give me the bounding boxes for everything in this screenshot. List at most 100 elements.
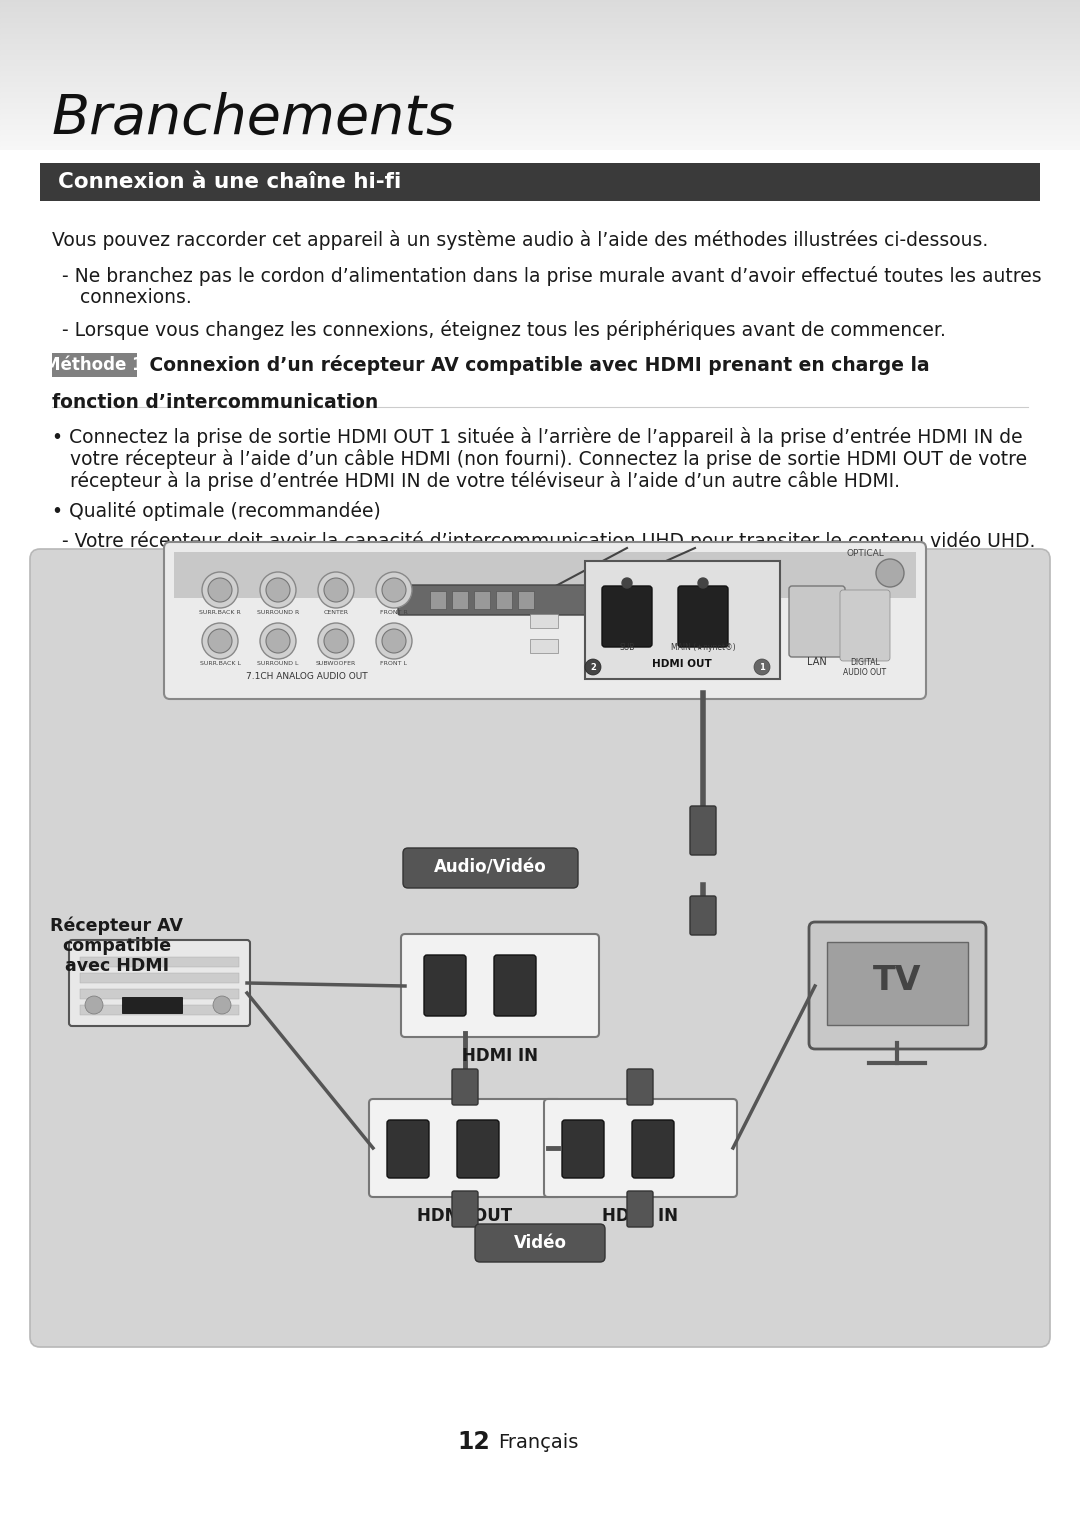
Text: Méthode 1: Méthode 1 <box>44 355 144 374</box>
Text: avec HDMI: avec HDMI <box>65 958 170 974</box>
FancyBboxPatch shape <box>627 1190 653 1227</box>
FancyBboxPatch shape <box>69 941 249 1026</box>
Text: - Votre récepteur doit avoir la capacité d’intercommunication UHD pour transiter: - Votre récepteur doit avoir la capacité… <box>62 532 1036 552</box>
FancyBboxPatch shape <box>690 896 716 935</box>
Circle shape <box>260 571 296 608</box>
Bar <box>430 591 446 610</box>
Circle shape <box>622 578 632 588</box>
Bar <box>530 639 558 653</box>
Bar <box>52 352 137 377</box>
Text: FRONT R: FRONT R <box>380 610 408 614</box>
Circle shape <box>382 630 406 653</box>
Text: Connexion à une chaîne hi-fi: Connexion à une chaîne hi-fi <box>58 172 402 192</box>
Circle shape <box>213 996 231 1014</box>
Text: 2: 2 <box>590 662 596 671</box>
Text: Connexion d’un récepteur AV compatible avec HDMI prenant en charge la: Connexion d’un récepteur AV compatible a… <box>143 355 930 375</box>
Text: connexions.: connexions. <box>80 288 192 306</box>
FancyBboxPatch shape <box>164 542 926 699</box>
Bar <box>80 958 239 967</box>
Text: récepteur à la prise d’entrée HDMI IN de votre téléviseur à l’aide d’un autre câ: récepteur à la prise d’entrée HDMI IN de… <box>70 470 900 490</box>
FancyBboxPatch shape <box>840 590 890 660</box>
Text: TV: TV <box>873 964 921 996</box>
Circle shape <box>318 571 354 608</box>
Text: 1: 1 <box>759 662 765 671</box>
Circle shape <box>266 630 291 653</box>
FancyBboxPatch shape <box>632 1120 674 1178</box>
FancyBboxPatch shape <box>690 806 716 855</box>
FancyBboxPatch shape <box>809 922 986 1049</box>
Circle shape <box>324 630 348 653</box>
Bar <box>530 614 558 628</box>
Circle shape <box>85 996 103 1014</box>
FancyBboxPatch shape <box>453 1069 478 1105</box>
Circle shape <box>754 659 770 676</box>
Text: FRONT L: FRONT L <box>380 660 407 666</box>
Text: • Connectez la prise de sortie HDMI OUT 1 située à l’arrière de l’appareil à la : • Connectez la prise de sortie HDMI OUT … <box>52 427 1023 447</box>
Text: DIGITAL
AUDIO OUT: DIGITAL AUDIO OUT <box>843 657 887 677</box>
FancyBboxPatch shape <box>453 1190 478 1227</box>
Bar <box>174 552 916 597</box>
FancyBboxPatch shape <box>627 1069 653 1105</box>
Text: SUB: SUB <box>619 643 635 653</box>
Text: • Qualité optimale (recommandée): • Qualité optimale (recommandée) <box>52 501 381 521</box>
Text: Récepteur AV: Récepteur AV <box>51 916 184 935</box>
Text: - Ne branchez pas le cordon d’alimentation dans la prise murale avant d’avoir ef: - Ne branchez pas le cordon d’alimentati… <box>62 267 1041 286</box>
Circle shape <box>876 559 904 587</box>
Text: CENTER: CENTER <box>324 610 349 614</box>
Text: votre récepteur à l’aide d’un câble HDMI (non fourni). Connectez la prise de sor: votre récepteur à l’aide d’un câble HDMI… <box>70 449 1027 469</box>
FancyBboxPatch shape <box>678 587 728 647</box>
Text: HDMI IN: HDMI IN <box>462 1046 538 1065</box>
FancyBboxPatch shape <box>544 1098 737 1196</box>
FancyBboxPatch shape <box>494 954 536 1016</box>
Circle shape <box>208 630 232 653</box>
Bar <box>80 990 239 999</box>
Circle shape <box>376 571 411 608</box>
FancyBboxPatch shape <box>403 849 578 889</box>
Circle shape <box>260 624 296 659</box>
FancyBboxPatch shape <box>424 954 465 1016</box>
Text: Audio/Vidéo: Audio/Vidéo <box>434 859 546 876</box>
Text: HDMI IN: HDMI IN <box>602 1207 678 1226</box>
Bar <box>40 162 1040 201</box>
Text: HDMI OUT: HDMI OUT <box>652 659 712 669</box>
Text: Français: Français <box>498 1432 579 1451</box>
Circle shape <box>318 624 354 659</box>
Bar <box>453 591 468 610</box>
Circle shape <box>266 578 291 602</box>
Bar <box>585 561 780 679</box>
Bar <box>474 591 490 610</box>
Bar <box>122 997 183 1013</box>
Circle shape <box>324 578 348 602</box>
Text: SURROUND L: SURROUND L <box>257 660 299 666</box>
Circle shape <box>202 571 238 608</box>
Circle shape <box>382 578 406 602</box>
Text: 12: 12 <box>457 1429 490 1454</box>
Text: Vidéo: Vidéo <box>513 1233 567 1252</box>
FancyBboxPatch shape <box>457 1120 499 1178</box>
FancyBboxPatch shape <box>369 1098 562 1196</box>
Text: HDMI OUT: HDMI OUT <box>418 1207 513 1226</box>
Text: MAIN (★nynet®): MAIN (★nynet®) <box>671 643 735 653</box>
Bar <box>80 973 239 984</box>
Text: OPTICAL: OPTICAL <box>846 548 883 558</box>
Bar <box>827 942 968 1025</box>
Circle shape <box>585 659 600 676</box>
FancyBboxPatch shape <box>562 1120 604 1178</box>
FancyBboxPatch shape <box>30 548 1050 1347</box>
Text: - Lorsque vous changez les connexions, éteignez tous les périphériques avant de : - Lorsque vous changez les connexions, é… <box>62 320 946 340</box>
Text: 7.1CH ANALOG AUDIO OUT: 7.1CH ANALOG AUDIO OUT <box>246 673 368 682</box>
FancyBboxPatch shape <box>401 935 599 1037</box>
Circle shape <box>202 624 238 659</box>
Text: LAN: LAN <box>807 657 827 666</box>
Bar <box>80 1005 239 1016</box>
Text: SURR.BACK R: SURR.BACK R <box>199 610 241 614</box>
Text: compatible: compatible <box>63 938 172 954</box>
Text: Branchements: Branchements <box>52 92 456 144</box>
Circle shape <box>698 578 708 588</box>
FancyBboxPatch shape <box>789 587 845 657</box>
FancyBboxPatch shape <box>602 587 652 647</box>
Bar <box>518 591 534 610</box>
Text: Vous pouvez raccorder cet appareil à un système audio à l’aide des méthodes illu: Vous pouvez raccorder cet appareil à un … <box>52 230 988 250</box>
Text: fonction d’intercommunication: fonction d’intercommunication <box>52 394 378 412</box>
Bar <box>496 591 512 610</box>
